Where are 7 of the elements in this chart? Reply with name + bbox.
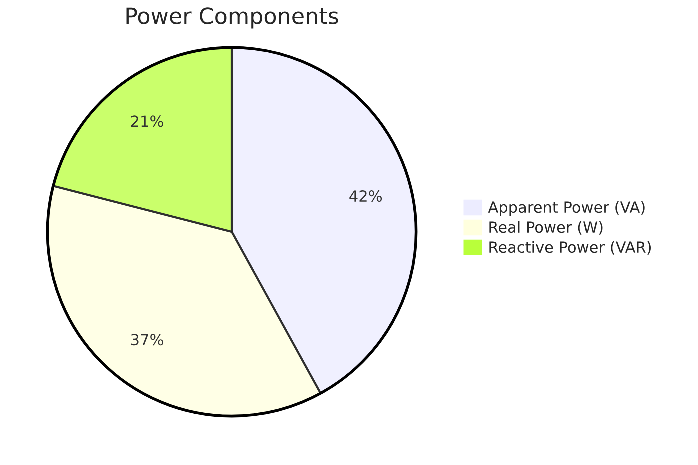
legend-label: Apparent Power (VA) [488,201,645,216]
data-label: 42% [350,190,382,202]
legend-label: Real Power (W) [490,221,603,235]
data-label: 37% [131,334,164,346]
legend-label: Reactive Power (VAR) [490,241,652,255]
data-label: 21% [131,116,164,128]
chart-title: Power Components [126,8,338,29]
